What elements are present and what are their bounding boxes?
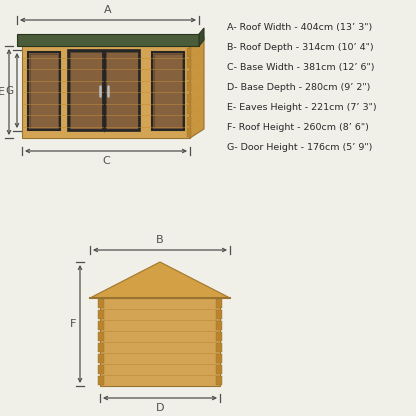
Text: B- Roof Depth - 314cm (10’ 4"): B- Roof Depth - 314cm (10’ 4") bbox=[227, 43, 374, 52]
Bar bbox=[106, 52, 138, 129]
Bar bbox=[98, 310, 104, 319]
Bar bbox=[187, 94, 191, 102]
Bar bbox=[98, 299, 104, 308]
Bar bbox=[98, 365, 104, 374]
Text: C: C bbox=[102, 156, 110, 166]
Text: F- Roof Height - 260cm (8’ 6"): F- Roof Height - 260cm (8’ 6") bbox=[227, 123, 369, 132]
Bar bbox=[17, 34, 199, 46]
Text: A: A bbox=[104, 5, 112, 15]
Bar bbox=[187, 71, 191, 79]
Bar bbox=[98, 321, 104, 330]
Bar bbox=[98, 332, 104, 341]
Bar bbox=[216, 365, 222, 374]
Text: D- Base Depth - 280cm (9’ 2"): D- Base Depth - 280cm (9’ 2") bbox=[227, 83, 370, 92]
Bar bbox=[187, 48, 191, 57]
Bar bbox=[216, 376, 222, 385]
Bar bbox=[154, 54, 182, 128]
Bar bbox=[187, 82, 191, 91]
Bar bbox=[106, 52, 138, 129]
Bar bbox=[70, 52, 102, 129]
Text: E- Eaves Height - 221cm (7’ 3"): E- Eaves Height - 221cm (7’ 3") bbox=[227, 103, 376, 112]
Bar bbox=[152, 52, 184, 130]
Bar bbox=[22, 46, 190, 138]
Text: F: F bbox=[69, 319, 76, 329]
Bar bbox=[216, 299, 222, 308]
Text: G- Door Height - 176cm (5’ 9"): G- Door Height - 176cm (5’ 9") bbox=[227, 143, 372, 152]
Text: D: D bbox=[156, 403, 164, 413]
Bar bbox=[216, 332, 222, 341]
Bar bbox=[216, 321, 222, 330]
Bar bbox=[30, 54, 58, 128]
Text: E: E bbox=[0, 87, 5, 97]
Text: C- Base Width - 381cm (12’ 6"): C- Base Width - 381cm (12’ 6") bbox=[227, 63, 374, 72]
Bar bbox=[98, 376, 104, 385]
Bar bbox=[187, 129, 191, 137]
Bar bbox=[216, 343, 222, 352]
Text: A- Roof Width - 404cm (13’ 3"): A- Roof Width - 404cm (13’ 3") bbox=[227, 23, 372, 32]
Bar bbox=[187, 59, 191, 68]
Text: G: G bbox=[5, 86, 13, 96]
Bar bbox=[28, 52, 60, 130]
Bar bbox=[216, 354, 222, 363]
Bar bbox=[98, 343, 104, 352]
Bar bbox=[216, 310, 222, 319]
Polygon shape bbox=[199, 28, 204, 46]
Polygon shape bbox=[190, 37, 204, 138]
Bar bbox=[187, 105, 191, 114]
Bar bbox=[100, 298, 220, 386]
Bar bbox=[98, 354, 104, 363]
Bar bbox=[187, 117, 191, 126]
Bar bbox=[70, 52, 102, 129]
Text: B: B bbox=[156, 235, 164, 245]
Polygon shape bbox=[90, 262, 230, 298]
Bar bbox=[68, 50, 140, 131]
